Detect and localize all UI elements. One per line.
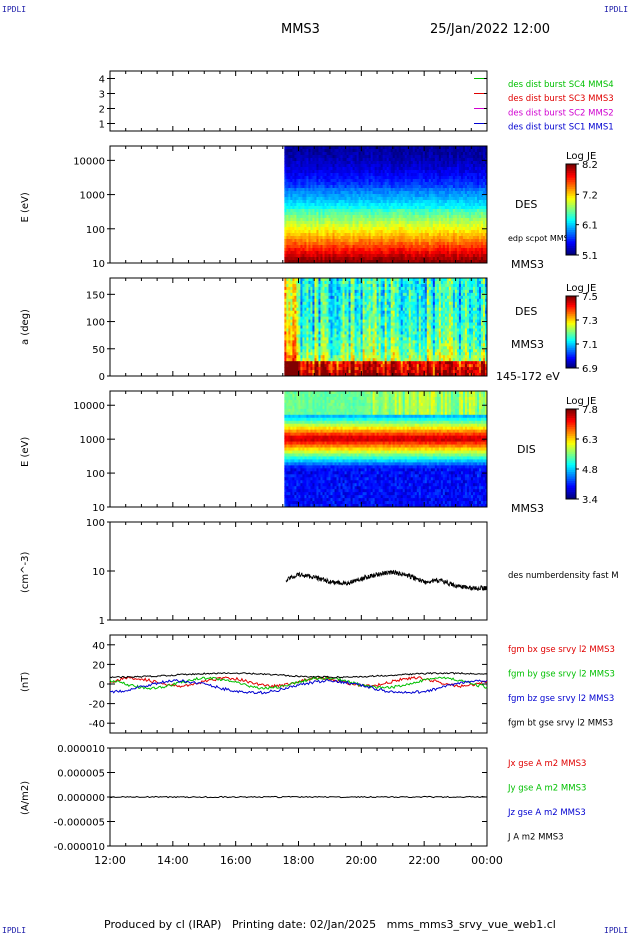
flag-legend-2: des dist burst SC2 MMS2 bbox=[508, 108, 614, 118]
flags-panel-ytick-label: 3 bbox=[99, 90, 105, 101]
des-energy-colorbar-tick-label: 5.1 bbox=[582, 251, 598, 262]
flags-panel-frame bbox=[110, 71, 487, 131]
flags-panel-ytick-label: 1 bbox=[99, 120, 105, 131]
des-energy-panel-ytick-label: 1000 bbox=[80, 191, 105, 202]
des-energy-label-sc: MMS3 bbox=[511, 258, 544, 271]
flags-panel-ytick-label: 2 bbox=[99, 105, 105, 116]
des-energy-panel-ytick-label: 10 bbox=[92, 259, 105, 270]
des-energy-panel-ytick-label: 100 bbox=[86, 225, 105, 236]
des-energy-label-scpot: edp scpot MMS3 bbox=[508, 234, 574, 243]
des-energy-colorbar-tick-label: 8.2 bbox=[582, 160, 598, 171]
des-energy-ylabel: E (eV) bbox=[20, 192, 31, 222]
des-energy-cells bbox=[284, 146, 487, 263]
des-energy-label-des: DES bbox=[515, 198, 537, 211]
flag-legend-4: des dist burst SC4 MMS4 bbox=[508, 80, 614, 90]
des-energy-panel-ytick-label: 10000 bbox=[73, 156, 105, 167]
des-pitch-cells bbox=[284, 278, 487, 376]
flag-legend-1: des dist burst SC1 MMS1 bbox=[508, 123, 614, 133]
des-energy-colorbar-tick-label: 7.2 bbox=[582, 190, 598, 201]
flag-legend-3: des dist burst SC3 MMS3 bbox=[508, 94, 614, 104]
des-energy-colorbar-tick-label: 6.1 bbox=[582, 221, 598, 232]
flags-panel-ytick-label: 4 bbox=[99, 75, 105, 86]
